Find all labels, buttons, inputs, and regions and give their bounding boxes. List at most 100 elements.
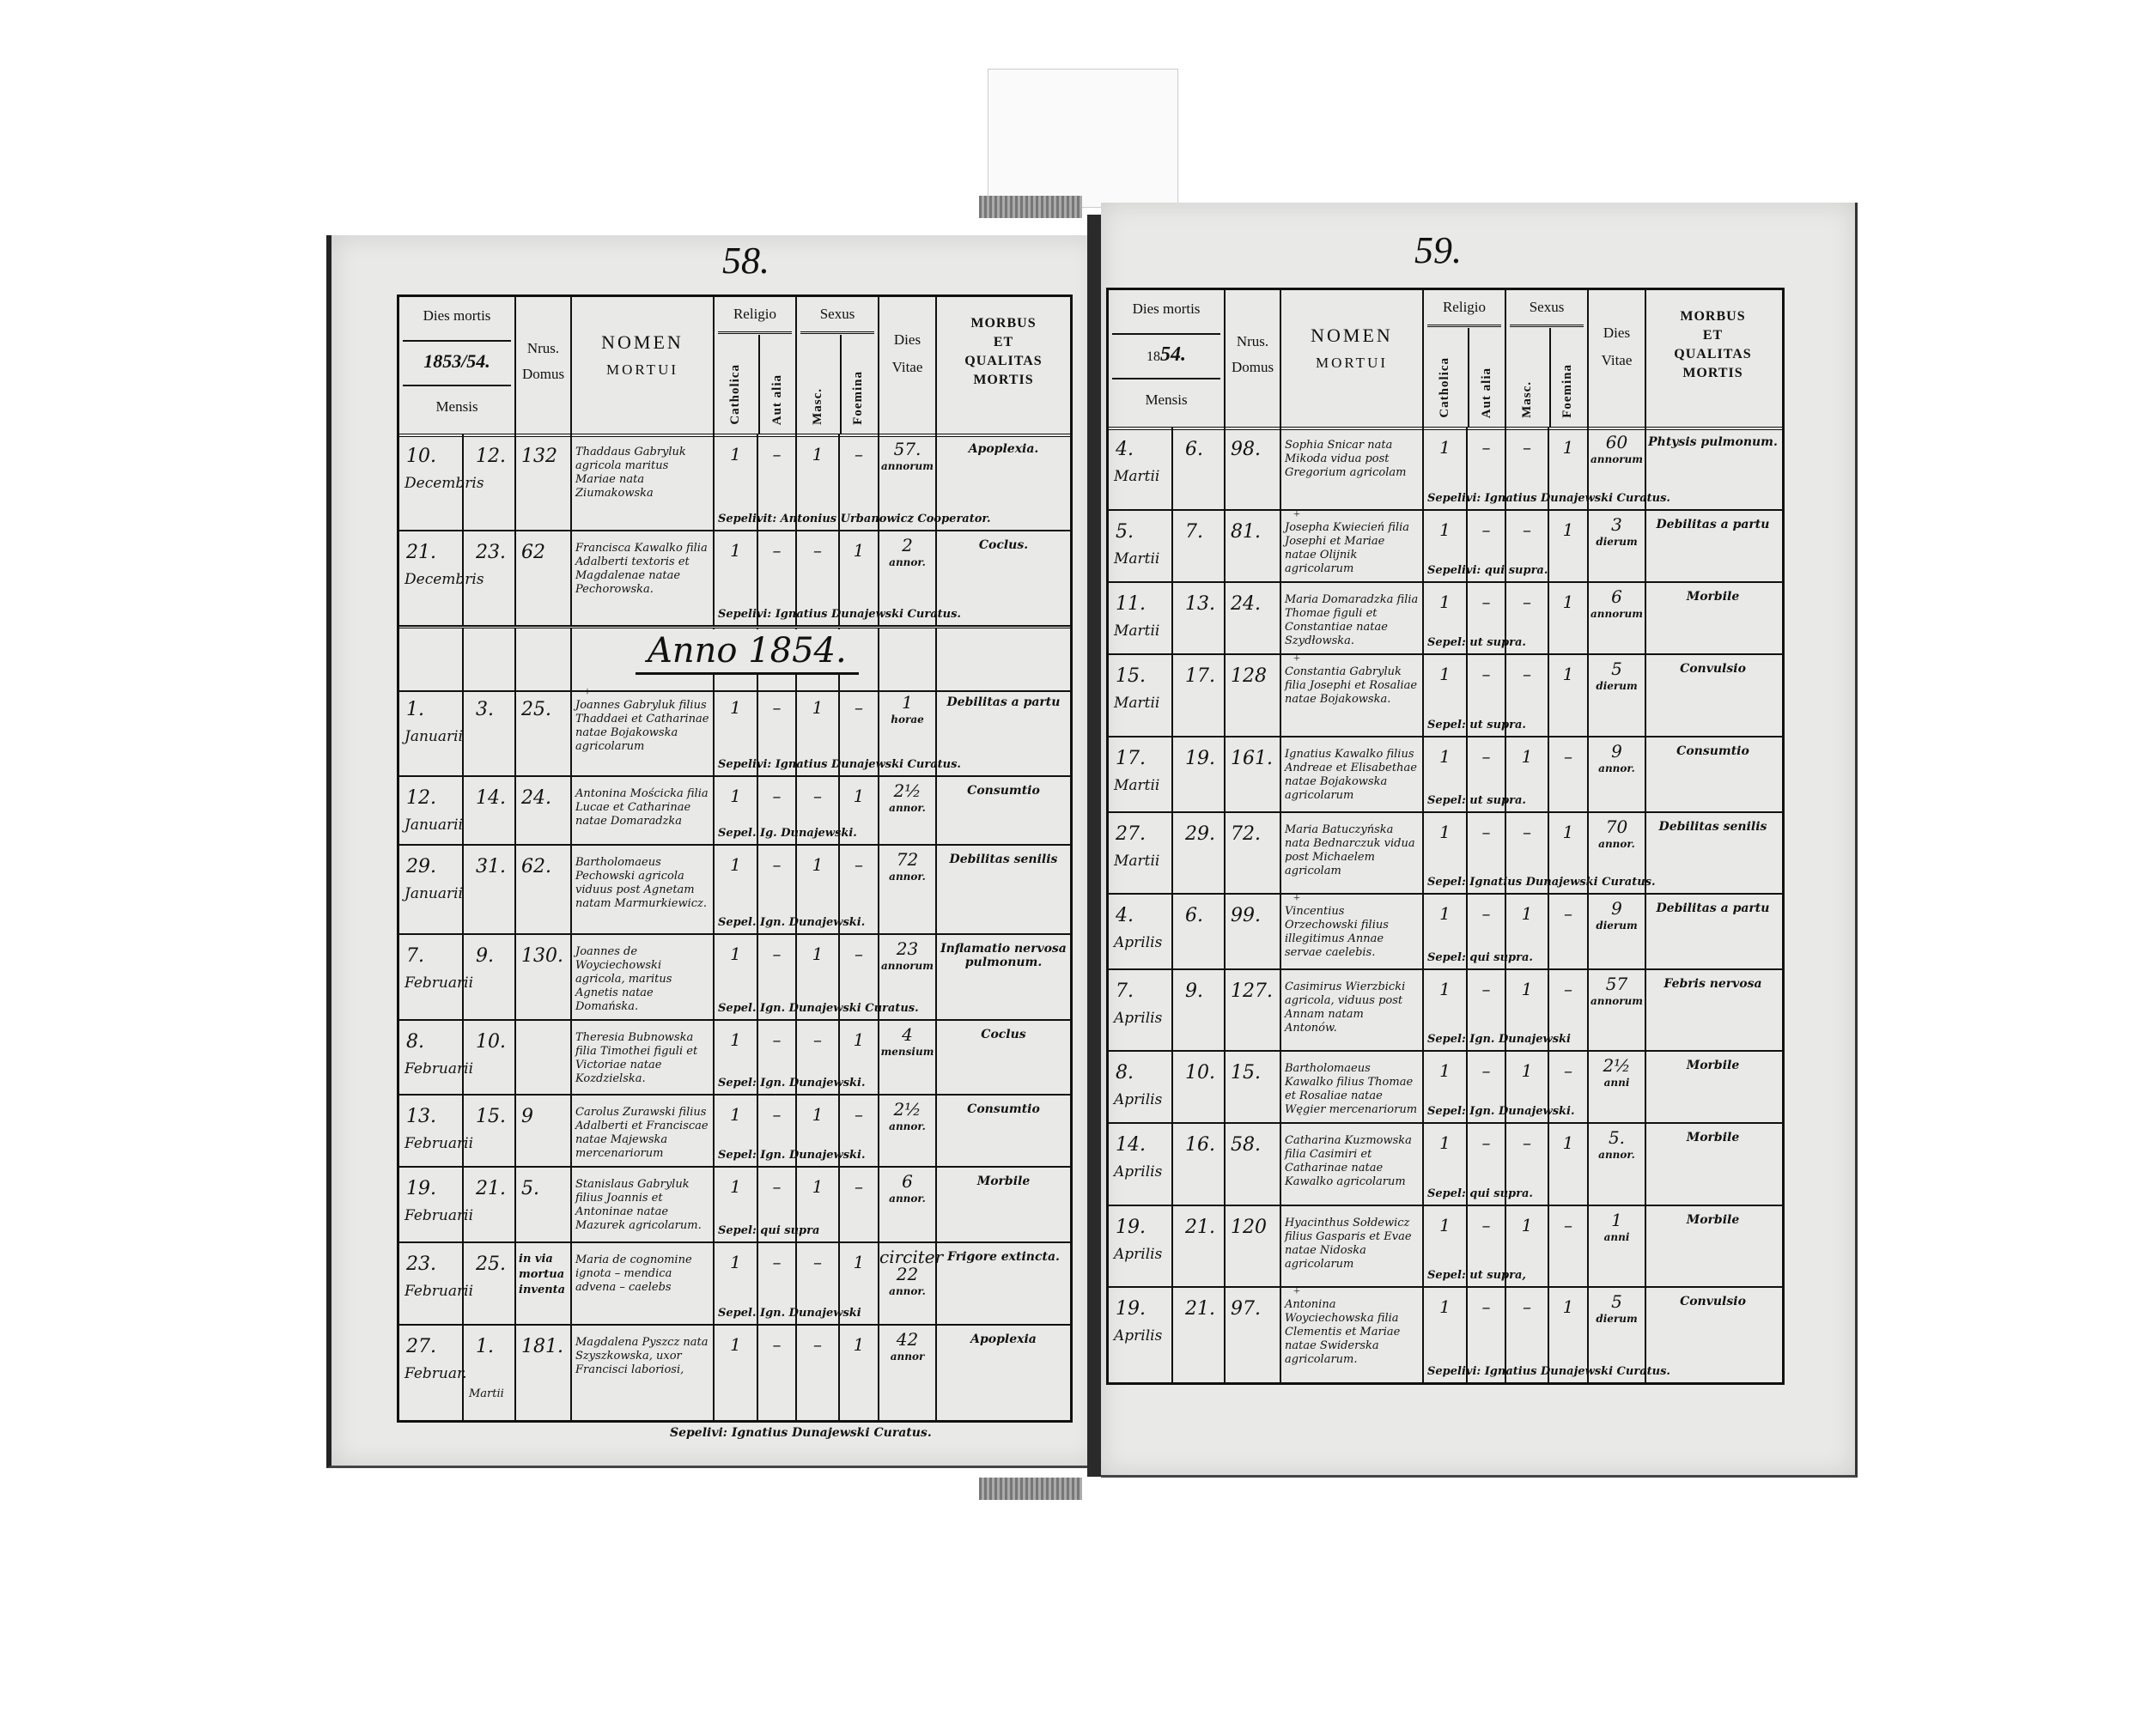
burial-note: Sepel. Ig. Dunajewski.: [718, 827, 857, 840]
death-day-cell: 14. Aprilis: [1109, 1122, 1173, 1205]
register-entry: 13. Februarii 15. 9 Carolus Zurawski filius …: [399, 1094, 1070, 1168]
age-value: 2½: [1603, 1055, 1631, 1076]
foemina-mark: –: [1549, 1050, 1589, 1122]
register-entry: 29. Januarii 31. 62. Bartholomaeus Pechowski…: [399, 844, 1070, 935]
divider: [1427, 325, 1501, 327]
register-entry: 23. Februarii 25. in via mortua inventa Mari…: [399, 1241, 1070, 1326]
age-cell: 2 annor.: [879, 530, 937, 625]
foemina-mark: –: [1549, 968, 1589, 1050]
masc-mark: –: [797, 530, 840, 625]
column-line: [937, 628, 1070, 690]
masc-mark: –: [1506, 581, 1549, 653]
age-cell: 3 dierum: [1589, 509, 1646, 581]
register-entry: 27. Martii 29. 72. Maria Batuczyńska nata Be…: [1109, 811, 1782, 895]
cause-of-death: Inflamatio nervosa pulmonum.: [940, 942, 1067, 969]
masc-mark: 1: [797, 1166, 840, 1241]
deceased-name: Theresia Bubnowska filia Timothei figuli…: [572, 1019, 715, 1094]
age-unit: annor.: [889, 1120, 926, 1132]
foemina-mark: –: [1549, 736, 1589, 811]
deceased-name: Maria Batuczyńska nata Bednarczuk vidua …: [1281, 811, 1424, 893]
register-entry: 5. Martii 7. 81. Josepha Kwiecień filia Jose…: [1109, 509, 1782, 583]
house-number: 99.: [1226, 893, 1281, 968]
burial-day: 15.: [476, 1106, 506, 1127]
burial-day-cell: 12.: [464, 434, 516, 530]
masc-mark: 1: [1506, 893, 1549, 968]
mensis-label: Mensis: [435, 398, 478, 415]
house-number: 161.: [1226, 736, 1281, 811]
catholica-label: Catholica: [1438, 357, 1451, 418]
dies-mortis-label: Dies mortis: [1132, 300, 1201, 317]
burial-day: 23.: [476, 542, 506, 563]
house-number: 62: [516, 530, 572, 625]
register-entry: 4. Aprilis 6. 99. Vincentius Orzechowski fil…: [1109, 893, 1782, 970]
aut-alia-label: Aut alia: [770, 373, 784, 425]
burial-note: Sepel: Ign. Dunajewski.: [1427, 1105, 1575, 1118]
right-page: 5 9.: [1101, 203, 1858, 1478]
deceased-name: Thaddaus Gabryluk agricola maritus Maria…: [572, 434, 715, 530]
month: Martii: [1114, 853, 1160, 870]
house-number: 81.: [1226, 509, 1281, 581]
divider: [1112, 333, 1220, 335]
burial-day: 9.: [476, 945, 494, 967]
burial-day-cell: 3.: [464, 687, 516, 775]
aut-alia-mark: –: [1468, 1205, 1506, 1286]
age-cell: 6 annorum: [1589, 581, 1646, 653]
burial-day: 3.: [476, 699, 494, 720]
burial-note: Sepel. Ign. Dunajewski Curatus.: [718, 1002, 919, 1015]
age-cell: 1 horae: [879, 687, 937, 775]
catholica-mark: 1: [1424, 1205, 1468, 1286]
month: Februarii: [404, 1283, 474, 1300]
cause-of-death: Coclus: [981, 1028, 1026, 1041]
age-value: 1: [902, 692, 913, 713]
death-register-table-left: Dies mortis 1853/54. Mensis Nrus. Domus NOMEN…: [397, 294, 1073, 1423]
burial-day-cell: 23.: [464, 530, 516, 625]
foemina-mark: 1: [840, 775, 879, 844]
divider: [718, 331, 792, 334]
death-day: 21.: [406, 542, 436, 563]
age-cell: 4 mensium: [879, 1019, 937, 1094]
catholica-mark: 1: [715, 1324, 758, 1420]
masc-mark: 1: [797, 1094, 840, 1166]
cause-of-death: Morbile: [1686, 590, 1740, 604]
column-line: [879, 628, 937, 690]
catholica-mark: 1: [715, 434, 758, 530]
age-unit: annorum: [881, 460, 934, 472]
cause-of-death: Febris nervosa: [1663, 977, 1762, 991]
age-cell: 2½ annor.: [879, 1094, 937, 1166]
age-value: 9: [1611, 898, 1622, 919]
vitae-label: Vitae: [891, 359, 923, 375]
death-day: 7.: [406, 945, 424, 967]
burial-note: Sepel: Ign. Dunajewski.: [718, 1077, 866, 1090]
death-day: 19.: [1116, 1217, 1146, 1238]
religio-label: Religio: [733, 306, 777, 322]
month: Januarii: [404, 816, 463, 834]
dies-mortis-header: Dies mortis 1854. Mensis: [1109, 290, 1226, 427]
death-day: 10.: [406, 446, 436, 467]
age-value: 6: [1611, 586, 1622, 607]
death-day-cell: 7. Februarii: [399, 933, 473, 1019]
house-number: 58.: [1226, 1122, 1281, 1205]
cause-of-death: Morbile: [1686, 1059, 1740, 1072]
deceased-name: Sophia Snicar nata Mikoda vidua post Gre…: [1281, 427, 1424, 509]
age-cell: 5 dierum: [1589, 1286, 1646, 1382]
age-cell: 6 annor.: [879, 1166, 937, 1241]
month: Martii: [1114, 550, 1160, 568]
masc-mark: –: [1506, 653, 1549, 736]
age-cell: 2½ annor.: [879, 775, 937, 844]
burial-day-cell: 17.: [1173, 653, 1226, 736]
death-day: 8.: [1116, 1062, 1134, 1083]
house-number: 128: [1226, 653, 1281, 736]
foemina-mark: –: [840, 1166, 879, 1241]
aut-alia-mark: –: [1468, 1122, 1506, 1205]
burial-day: 21.: [1185, 1217, 1215, 1238]
death-day-cell: 8. Februarii: [399, 1019, 473, 1094]
month: Aprilis: [1114, 934, 1163, 951]
foemina-mark: 1: [840, 1019, 879, 1094]
catholica-mark: 1: [1424, 811, 1468, 893]
foemina-mark: –: [840, 687, 879, 775]
deceased-name: Bartholomaeus Pechowski agricola viduus …: [572, 844, 715, 933]
death-day-cell: 4. Martii: [1109, 427, 1173, 509]
house-number: 24.: [516, 775, 572, 844]
death-day-cell: 27. Martii: [1109, 811, 1173, 893]
masc-mark: –: [797, 1241, 840, 1324]
